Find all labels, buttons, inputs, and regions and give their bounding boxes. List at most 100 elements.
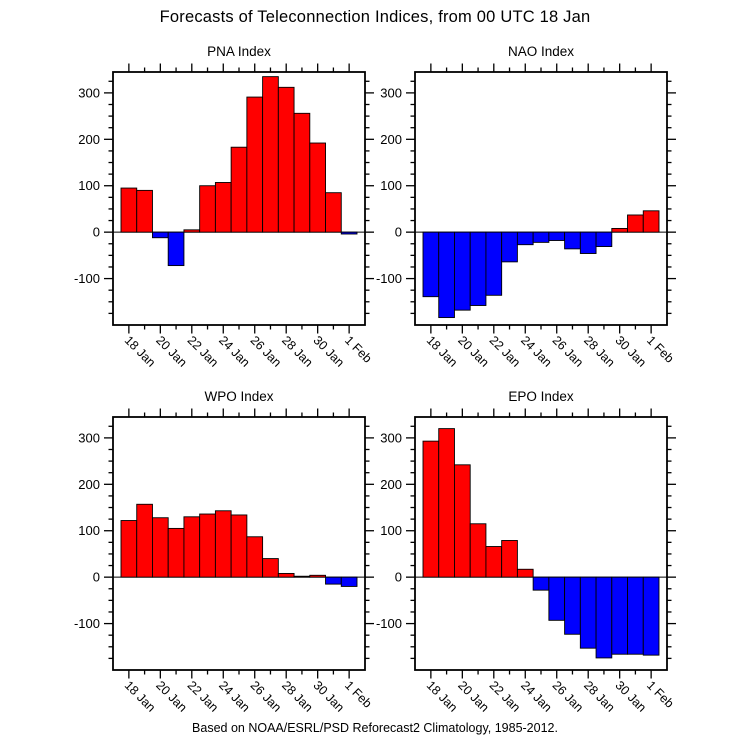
bar-24-jan: [214, 182, 232, 233]
bar-25-jan: [532, 231, 550, 243]
bar-20-jan: [152, 231, 169, 239]
bar-20-jan: [454, 464, 471, 578]
y-tick-label: 0: [93, 225, 100, 240]
y-tick-label: 0: [395, 570, 402, 585]
y-tick-label: 300: [380, 430, 402, 445]
x-tick-label: 20 Jan: [153, 678, 189, 714]
bar-31-jan: [627, 214, 644, 233]
bar-24-jan: [516, 568, 534, 578]
x-tick-label: 1 Feb: [644, 333, 677, 366]
bar-30-jan: [611, 576, 628, 655]
bar-23-jan: [501, 540, 518, 578]
panel-pna-index: PNA Index -100 0 100 200 300 18 Jan 20 Jan 22 J…: [58, 40, 408, 400]
bar-27-jan: [564, 576, 581, 635]
y-tick-label: -100: [74, 271, 100, 286]
bar-23-jan: [199, 513, 216, 578]
x-tick-label: 24 Jan: [216, 678, 252, 714]
x-tick-label: 26 Jan: [248, 333, 284, 369]
bar-1-feb: [340, 576, 358, 587]
x-tick-label: 24 Jan: [216, 333, 252, 369]
y-tick-label: 200: [380, 132, 402, 147]
x-tick-label: 26 Jan: [248, 678, 284, 714]
bar-29-jan: [595, 231, 613, 247]
x-tick-label: 20 Jan: [455, 678, 491, 714]
panel-epo-index: EPO Index -100 0 100 200 300 18 Jan 20 Jan 22 J…: [360, 385, 710, 745]
bar-22-jan: [485, 231, 503, 296]
bar-22-jan: [183, 229, 201, 233]
bar-21-jan: [167, 231, 185, 267]
x-tick-label: 18 Jan: [122, 333, 158, 369]
bar-28-jan: [579, 231, 597, 254]
bar-26-jan: [246, 96, 264, 233]
bar-27-jan: [262, 76, 279, 233]
x-tick-label: 22 Jan: [185, 333, 221, 369]
bar-20-jan: [454, 231, 471, 311]
bar-28-jan: [277, 572, 295, 578]
x-tick-label: 28 Jan: [581, 333, 617, 369]
bar-1-feb: [642, 210, 660, 233]
bar-19-jan: [136, 503, 153, 578]
y-tick-label: 300: [78, 85, 100, 100]
y-tick-label: 200: [78, 477, 100, 492]
bar-24-jan: [214, 510, 232, 578]
bar-19-jan: [438, 428, 455, 578]
bar-29-jan: [293, 112, 311, 233]
y-tick-label: 200: [78, 132, 100, 147]
bar-21-jan: [469, 231, 487, 306]
x-tick-label: 20 Jan: [455, 333, 491, 369]
bar-23-jan: [199, 185, 216, 233]
panel-title-nao: NAO Index: [507, 44, 575, 59]
bar-31-jan: [325, 192, 342, 233]
bar-18-jan: [422, 231, 440, 298]
bar-18-jan: [120, 520, 138, 578]
bar-28-jan: [277, 86, 295, 233]
bar-29-jan: [595, 576, 613, 659]
x-tick-label: 26 Jan: [550, 333, 586, 369]
panel-title-pna: PNA Index: [207, 44, 271, 59]
panel-nao-index: NAO Index -100 0 100 200 300 18 Jan 20 Jan 22 J…: [360, 40, 710, 400]
y-tick-label: 200: [380, 477, 402, 492]
bar-25-jan: [532, 576, 550, 591]
x-tick-label: 18 Jan: [424, 678, 460, 714]
bar-26-jan: [548, 231, 566, 241]
y-tick-label: 0: [395, 225, 402, 240]
y-tick-label: -100: [376, 271, 402, 286]
x-tick-label: 26 Jan: [550, 678, 586, 714]
bar-22-jan: [485, 546, 503, 578]
x-tick-label: 28 Jan: [279, 333, 315, 369]
x-tick-label: 22 Jan: [487, 678, 523, 714]
y-tick-label: 100: [78, 523, 100, 538]
bar-20-jan: [152, 517, 169, 578]
bar-19-jan: [438, 231, 455, 319]
y-tick-label: 100: [380, 523, 402, 538]
y-tick-label: 100: [380, 178, 402, 193]
bar-1-feb: [340, 231, 358, 235]
bar-23-jan: [501, 231, 518, 263]
x-tick-label: 18 Jan: [122, 678, 158, 714]
bar-21-jan: [167, 527, 185, 578]
y-tick-label: -100: [376, 616, 402, 631]
x-tick-label: 28 Jan: [279, 678, 315, 714]
x-tick-label: 22 Jan: [487, 333, 523, 369]
bar-31-jan: [627, 576, 644, 655]
bar-26-jan: [246, 536, 264, 578]
bar-18-jan: [422, 440, 440, 578]
panel-wpo-index: WPO Index -100 0 100 200 300 18 Jan 20 Jan 22 J…: [58, 385, 408, 745]
figure-title: Forecasts of Teleconnection Indices, fro…: [159, 8, 591, 26]
bar-24-jan: [516, 231, 534, 246]
bar-22-jan: [183, 516, 201, 578]
y-tick-label: 300: [78, 430, 100, 445]
bar-19-jan: [136, 189, 153, 233]
bar-1-feb: [642, 576, 660, 656]
x-tick-label: 1 Feb: [644, 678, 677, 711]
x-tick-label: 30 Jan: [311, 333, 347, 369]
bar-27-jan: [262, 558, 279, 578]
x-tick-label: 30 Jan: [613, 333, 649, 369]
bar-31-jan: [325, 576, 342, 585]
bar-30-jan: [309, 574, 326, 578]
panel-title-epo: EPO Index: [508, 389, 574, 404]
x-tick-label: 18 Jan: [424, 333, 460, 369]
